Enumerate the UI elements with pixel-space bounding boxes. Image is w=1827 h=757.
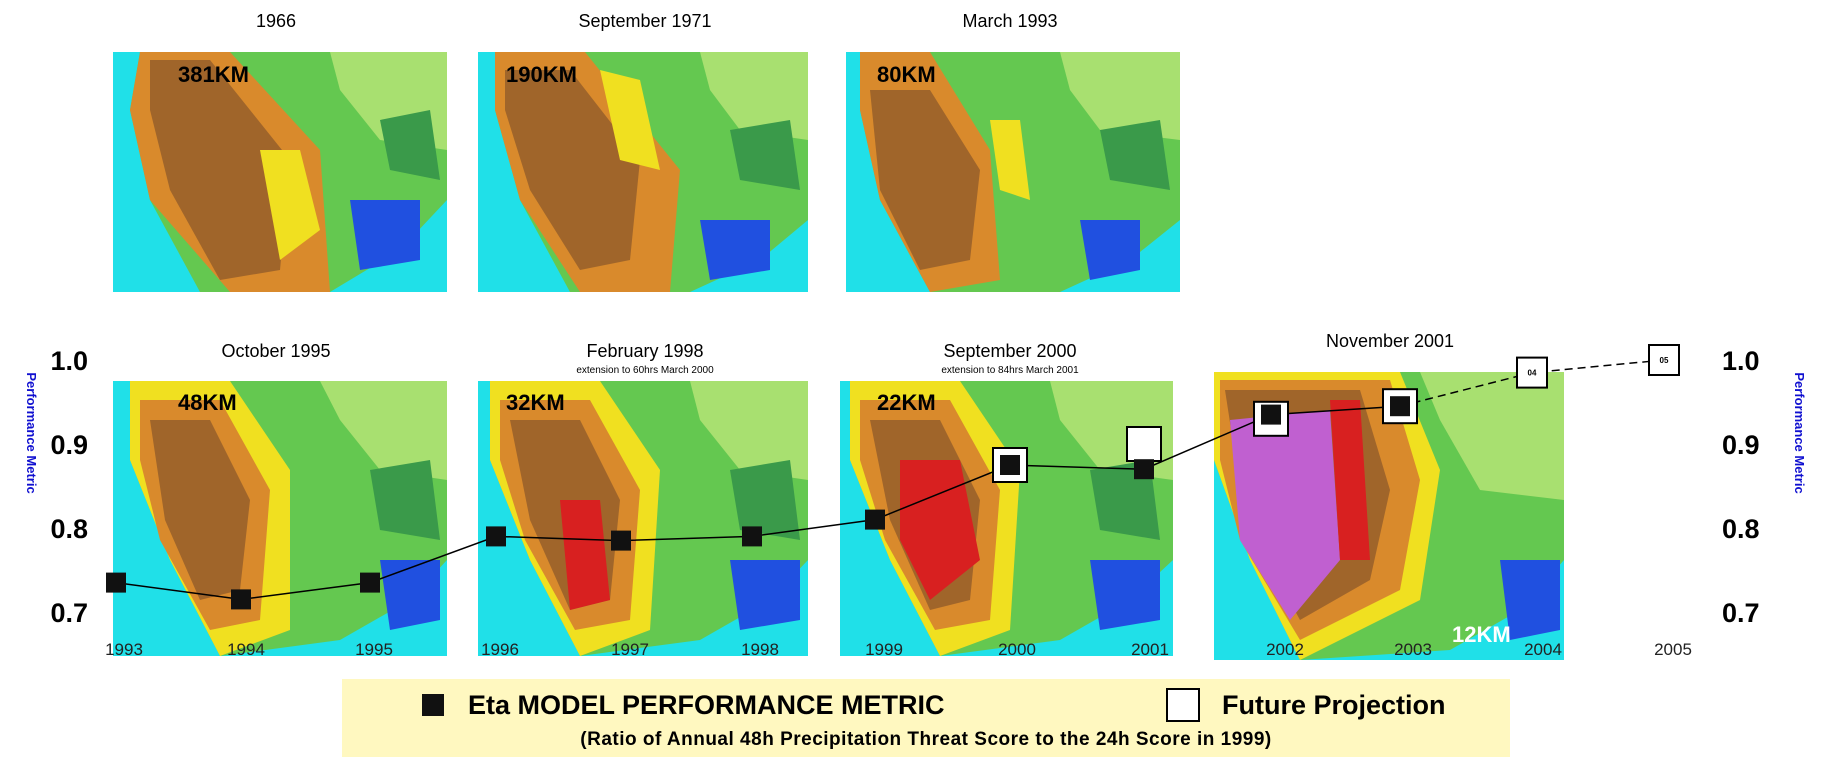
x-tick-label: 2004 bbox=[1524, 640, 1562, 659]
y-axis-right: 0.7 0.8 0.9 1.0 bbox=[1722, 346, 1760, 628]
eta-metric-marker bbox=[611, 530, 631, 551]
eta-metric-marker bbox=[106, 572, 126, 593]
x-axis: 1993 1994 1995 1996 1997 1998 1999 2000 2001 2002… bbox=[105, 640, 1692, 659]
x-tick-label: 2000 bbox=[998, 640, 1036, 659]
figure: 1966 381KM September 1971 190KM March 1993 80… bbox=[24, 11, 1807, 660]
map-date-label: September 1971 bbox=[578, 11, 711, 31]
legend: Eta MODEL PERFORMANCE METRIC Future Proj… bbox=[342, 679, 1510, 757]
y-tick-label: 0.7 bbox=[1722, 598, 1760, 628]
x-tick-label: 1999 bbox=[865, 640, 903, 659]
map-panel-1998 bbox=[478, 381, 808, 656]
eta-metric-marker bbox=[1134, 459, 1154, 480]
y-axis-label-right: Performance Metric bbox=[1792, 372, 1807, 493]
map-panel-2001 bbox=[1214, 372, 1564, 660]
future-projection-marker bbox=[1516, 356, 1548, 389]
series-marks: 04 05 bbox=[106, 344, 1680, 610]
x-tick-label: 1995 bbox=[355, 640, 393, 659]
chart: 0.70.80.91.0 0.70.80.91.0 1993 1994 1995 19… bbox=[24, 344, 1807, 659]
map-resolution-label: 80KM bbox=[877, 62, 936, 87]
y-tick-label: 0.7 bbox=[50, 598, 88, 628]
eta-metric-marker bbox=[231, 589, 251, 610]
x-tick-label: 2002 bbox=[1266, 640, 1304, 659]
map-note-label: extension to 60hrs March 2000 bbox=[576, 365, 714, 376]
y-axis-label-left: Performance Metric bbox=[24, 372, 39, 493]
y-tick-label: 1.0 bbox=[1722, 346, 1760, 376]
x-tick-label: 1998 bbox=[741, 640, 779, 659]
map-panel-1971 bbox=[478, 52, 808, 292]
map-resolution-label: 32KM bbox=[506, 390, 565, 415]
eta-metric-marker bbox=[865, 509, 885, 530]
legend-label-eta: Eta MODEL PERFORMANCE METRIC bbox=[468, 689, 945, 720]
map-panel-1966 bbox=[113, 52, 447, 292]
x-tick-label: 1997 bbox=[611, 640, 649, 659]
y-tick-label: 0.8 bbox=[1722, 514, 1760, 544]
legend-note: (Ratio of Annual 48h Precipitation Threa… bbox=[580, 729, 1272, 750]
map-panel-1995 bbox=[113, 381, 447, 656]
y-tick-label: 0.9 bbox=[50, 430, 88, 460]
eta-metric-marker bbox=[1261, 404, 1281, 425]
map-date-label: November 2001 bbox=[1326, 331, 1454, 351]
x-tick-label: 2005 bbox=[1654, 640, 1692, 659]
map-panel-1993 bbox=[846, 52, 1180, 292]
x-tick-label: 1993 bbox=[105, 640, 143, 659]
map-resolution-label: 22KM bbox=[877, 390, 936, 415]
future-projection-label: 04 bbox=[1528, 369, 1537, 378]
y-tick-label: 0.8 bbox=[50, 514, 88, 544]
legend-label-future: Future Projection bbox=[1222, 689, 1446, 720]
eta-metric-marker bbox=[486, 526, 506, 547]
y-tick-label: 1.0 bbox=[50, 346, 88, 376]
legend-item-eta: Eta MODEL PERFORMANCE METRIC bbox=[422, 687, 945, 723]
map-date-label: March 1993 bbox=[962, 11, 1057, 31]
y-axis-left: 0.7 0.8 0.9 1.0 bbox=[50, 346, 88, 628]
future-projection-label: 05 bbox=[1660, 356, 1669, 365]
x-tick-label: 2003 bbox=[1394, 640, 1432, 659]
map-resolution-label: 12KM bbox=[1452, 622, 1511, 647]
eta-metric-marker bbox=[360, 572, 380, 593]
x-tick-label: 1996 bbox=[481, 640, 519, 659]
y-tick-label: 0.9 bbox=[1722, 430, 1760, 460]
eta-metric-marker bbox=[1000, 455, 1020, 475]
eta-metric-marker bbox=[742, 526, 762, 547]
map-note-label: extension to 84hrs March 2001 bbox=[941, 365, 1079, 376]
x-tick-label: 1994 bbox=[227, 640, 265, 659]
map-labels: 1966 381KM September 1971 190KM March 1993 80… bbox=[178, 11, 1511, 647]
map-panel-2000 bbox=[840, 381, 1173, 656]
map-resolution-label: 48KM bbox=[178, 390, 237, 415]
map-date-label: February 1998 bbox=[586, 341, 703, 361]
open-square-icon bbox=[1166, 688, 1200, 722]
future-projection-marker bbox=[1126, 426, 1162, 462]
future-projection-marker bbox=[1648, 344, 1680, 376]
map-date-label: October 1995 bbox=[221, 341, 330, 361]
map-date-label: September 2000 bbox=[943, 341, 1076, 361]
filled-square-icon bbox=[422, 694, 444, 716]
map-resolution-label: 190KM bbox=[506, 62, 577, 87]
eta-metric-marker bbox=[1390, 396, 1410, 417]
x-tick-label: 2001 bbox=[1131, 640, 1169, 659]
map-date-label: 1966 bbox=[256, 11, 296, 31]
legend-item-future: Future Projection bbox=[1166, 687, 1446, 723]
map-resolution-label: 381KM bbox=[178, 62, 249, 87]
